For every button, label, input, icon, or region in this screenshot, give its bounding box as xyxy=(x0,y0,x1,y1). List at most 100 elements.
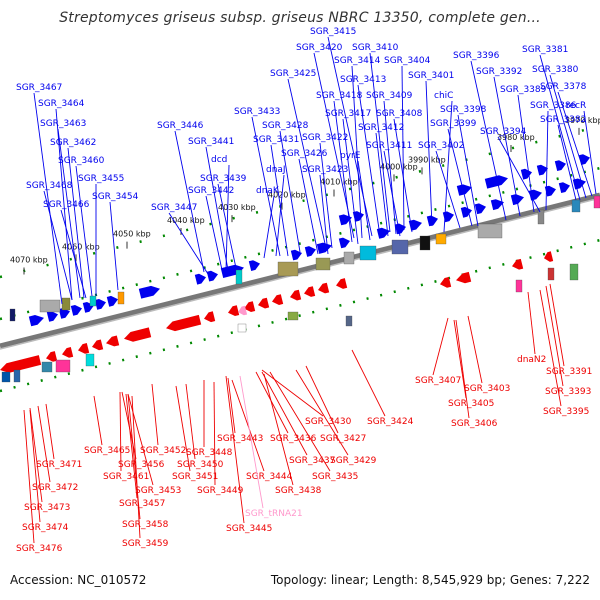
bottom-leader-line xyxy=(545,285,564,387)
reverse-gene-arrow xyxy=(46,351,58,362)
top-leader-line xyxy=(583,110,597,195)
top-leader-line xyxy=(43,190,73,301)
reverse-gene-arrow xyxy=(106,335,120,347)
top-gene-label: SGR_3426 xyxy=(281,149,328,159)
top-leader-line xyxy=(470,60,507,221)
top-gene-label: SGR_3408 xyxy=(376,109,423,119)
feature-box xyxy=(41,361,53,373)
top-leader-line xyxy=(383,150,401,237)
bottom-gene-label: dnaN2 xyxy=(517,355,546,365)
reverse-gene-arrow xyxy=(124,327,152,342)
forward-gene-arrow xyxy=(442,211,454,223)
bottom-leader-line xyxy=(151,383,159,446)
top-gene-label: chiC xyxy=(434,91,453,101)
bottom-gene-label: SGR_3405 xyxy=(448,399,494,409)
top-leader-line xyxy=(443,100,453,233)
top-gene-label: SGR_3441 xyxy=(188,137,234,147)
top-gene-label: SGR_3401 xyxy=(408,71,454,81)
top-leader-line xyxy=(225,164,230,271)
backbone-line xyxy=(0,192,600,349)
forward-gene-arrow xyxy=(94,299,106,310)
genome-summary-text: Topology: linear; Length: 8,545,929 bp; … xyxy=(270,573,590,587)
top-gene-label: pyrE xyxy=(340,151,361,161)
top-gene-label: SGR_3399 xyxy=(430,119,477,129)
reverse-gene-arrow xyxy=(544,251,554,262)
top-leader-line xyxy=(279,130,301,253)
top-gene-label: dnaJ xyxy=(266,165,286,175)
top-gene-label: SGR_3433 xyxy=(234,107,280,117)
bottom-gene-label: SGR_3444 xyxy=(246,472,293,482)
reverse-gene-arrow xyxy=(318,282,330,294)
bottom-leader-line xyxy=(269,371,331,472)
forward-gene-arrow xyxy=(578,154,590,165)
bottom-gene-label: SGR_3453 xyxy=(135,486,181,496)
reverse-gene-arrow xyxy=(440,277,452,288)
top-gene-label: SGR_3398 xyxy=(440,105,487,115)
bottom-leader-line xyxy=(29,409,41,523)
top-leader-line xyxy=(75,165,93,297)
top-leader-line xyxy=(369,52,391,233)
top-gene-label: SGR_3423 xyxy=(302,165,348,175)
bottom-leader-line xyxy=(239,375,264,509)
dotted-guide-1 xyxy=(0,238,600,393)
bottom-leader-line xyxy=(455,319,470,419)
top-leader-line xyxy=(33,92,63,305)
top-gene-label: SGR_3381 xyxy=(522,45,568,55)
bottom-gene-label: SGR_3450 xyxy=(177,460,224,470)
forward-gene-arrow xyxy=(316,242,332,254)
bottom-leader-line xyxy=(432,317,449,376)
top-gene-label: SGR_3454 xyxy=(92,192,139,202)
bottom-leader-line xyxy=(227,377,236,434)
bottom-leader-line xyxy=(305,365,339,434)
backbone-shadow xyxy=(0,197,600,350)
bottom-gene-label: SGR_3393 xyxy=(545,387,591,397)
top-gene-label: dcd xyxy=(211,155,227,165)
top-gene-label: SGR_3463 xyxy=(40,119,86,129)
forward-gene-arrow xyxy=(460,206,472,218)
bottom-gene-label: SGR_3472 xyxy=(32,483,78,493)
reverse-gene-arrow xyxy=(62,347,74,358)
bottom-leader-line xyxy=(23,409,35,544)
forward-gene-arrow xyxy=(206,270,218,282)
top-gene-label: SGR_3417 xyxy=(325,109,371,119)
reverse-gene-arrow xyxy=(336,278,348,289)
bottom-gene-label: SGR_3452 xyxy=(140,446,186,456)
top-gene-label: SGR_3439 xyxy=(200,174,247,184)
reverse-gene-arrow xyxy=(290,289,302,301)
reverse-gene-arrow xyxy=(204,311,216,323)
top-leader-line xyxy=(457,114,479,227)
feature-box xyxy=(435,233,447,245)
bottom-leader-line xyxy=(125,393,138,499)
feature-box xyxy=(89,295,97,307)
feature-box xyxy=(477,223,503,239)
top-leader-line xyxy=(319,142,333,249)
feature-box xyxy=(547,267,555,281)
bottom-gene-label: SGR_3449 xyxy=(197,486,244,496)
feature-box xyxy=(117,291,125,305)
top-leader-line xyxy=(493,76,521,217)
bottom-gene-label: SGR_3407 xyxy=(415,376,461,386)
feature-box xyxy=(237,323,247,333)
forward-gene-arrow xyxy=(536,164,548,176)
dotted-guide-0 xyxy=(0,166,600,321)
top-leader-line xyxy=(55,108,73,301)
top-leader-line xyxy=(357,160,371,241)
feature-box xyxy=(13,369,21,383)
bottom-leader-line xyxy=(527,291,536,355)
top-leader-line xyxy=(557,91,593,197)
top-gene-label: SGR_3409 xyxy=(366,91,413,101)
feature-box xyxy=(315,257,331,271)
top-leader-line xyxy=(393,118,413,233)
top-gene-label: SGR_3414 xyxy=(334,56,381,66)
accession-text: Accession: NC_010572 xyxy=(10,573,147,587)
bottom-leader-line xyxy=(295,369,349,456)
bottom-leader-line xyxy=(131,395,141,539)
scale-label: 4060 kbp xyxy=(62,242,100,251)
feature-box xyxy=(235,269,243,285)
top-gene-label: SGR_3446 xyxy=(157,121,204,131)
bottom-leader-line xyxy=(175,385,191,472)
scale-label: 4020 kbp xyxy=(268,191,306,200)
bottom-gene-label: SGR_3424 xyxy=(367,417,414,427)
forward-gene-arrow xyxy=(106,295,118,307)
bottom-gene-label: SGR_3471 xyxy=(36,460,82,470)
